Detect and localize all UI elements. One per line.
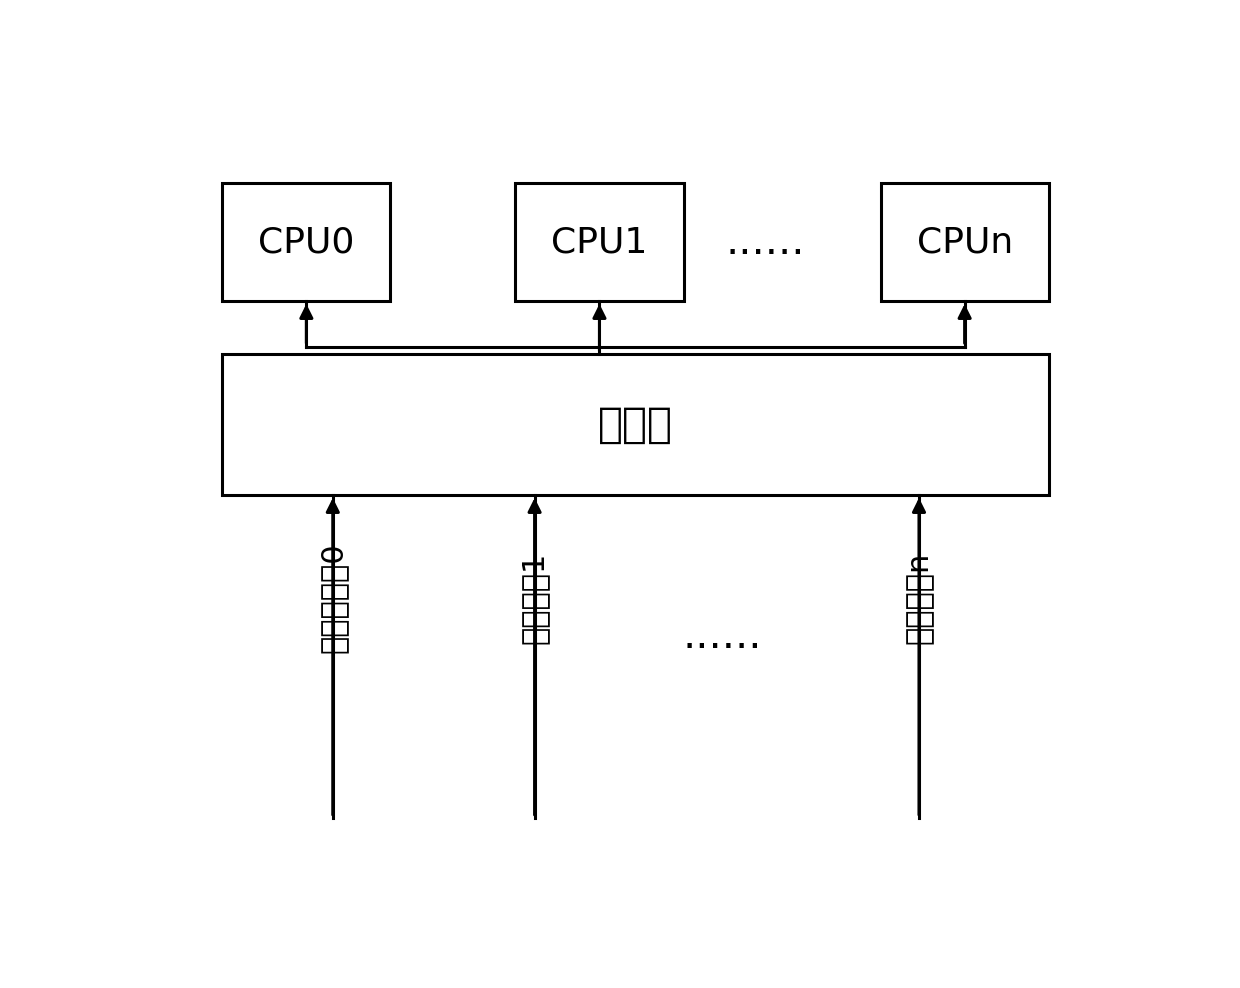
- Bar: [516, 183, 683, 301]
- Bar: [880, 183, 1049, 301]
- Text: ......: ......: [682, 615, 761, 657]
- Text: CPU1: CPU1: [552, 225, 647, 259]
- Text: 控制器: 控制器: [598, 404, 673, 446]
- Text: CPU0: CPU0: [258, 225, 355, 259]
- Bar: [222, 183, 391, 301]
- Text: ......: ......: [725, 220, 805, 263]
- Text: 中断请求1: 中断请求1: [520, 551, 549, 644]
- Text: 中断请求n: 中断请求n: [904, 551, 934, 644]
- Bar: [222, 355, 1049, 495]
- Text: 中断请求　0: 中断请求 0: [319, 542, 347, 653]
- Text: CPUn: CPUn: [916, 225, 1013, 259]
